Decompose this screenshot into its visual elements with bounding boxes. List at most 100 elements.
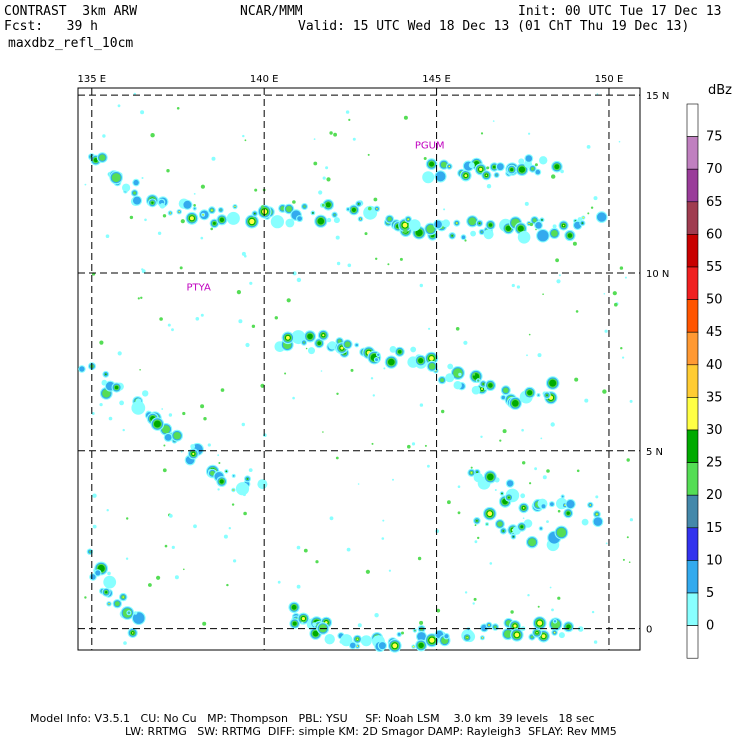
echo-cell xyxy=(464,174,468,178)
echo-cell xyxy=(192,452,195,455)
echo-cell xyxy=(126,517,129,520)
echo-cell xyxy=(284,372,287,375)
colorbar-swatch xyxy=(686,429,699,463)
echo-cell xyxy=(457,511,461,515)
echo-cell xyxy=(356,638,359,640)
echo-cell xyxy=(242,134,245,138)
echo-cell xyxy=(419,283,423,288)
echo-cell xyxy=(397,350,402,354)
echo-cell xyxy=(582,216,585,219)
colorbar-level: 75 xyxy=(706,130,723,145)
echo-cell xyxy=(619,266,624,270)
echo-cell xyxy=(614,302,618,307)
echo-cell xyxy=(305,347,308,350)
echo-cell xyxy=(225,470,228,473)
echo-cell xyxy=(102,134,106,138)
echo-cell xyxy=(476,471,478,474)
echo-cell xyxy=(522,517,525,519)
longitude-label: 140 E xyxy=(250,74,279,85)
echo-cell xyxy=(167,323,171,327)
echo-cell xyxy=(232,489,235,491)
echo-cell xyxy=(529,222,534,227)
echo-cell xyxy=(328,341,337,350)
echo-cell xyxy=(576,469,580,473)
echo-cell xyxy=(169,212,172,214)
echo-cell xyxy=(428,327,431,330)
echo-cell xyxy=(622,356,625,359)
echo-cell xyxy=(485,174,488,177)
echo-cell xyxy=(317,341,322,346)
echo-cell xyxy=(546,469,550,473)
field-name: maxdbz_refl_10cm xyxy=(8,36,134,51)
echo-cell xyxy=(553,631,556,634)
echo-cell xyxy=(418,642,424,649)
echo-cell xyxy=(525,155,533,162)
colorbar-swatch xyxy=(686,331,699,366)
echo-cell xyxy=(105,591,108,594)
echo-cell xyxy=(524,201,529,206)
echo-cell xyxy=(307,333,313,340)
echo-cell xyxy=(486,184,492,189)
echo-cell xyxy=(285,218,295,228)
forecast-hour: Fcst: 39 h xyxy=(4,19,98,34)
echo-cell xyxy=(620,347,623,350)
echo-cell xyxy=(516,285,521,289)
echo-cell xyxy=(483,229,494,240)
echo-cell xyxy=(511,283,515,288)
echo-cell xyxy=(435,529,440,533)
echo-cell xyxy=(161,408,164,410)
echo-cell xyxy=(537,605,540,608)
echo-cell xyxy=(504,630,512,638)
echo-cell xyxy=(200,313,204,317)
colorbar-swatch xyxy=(686,364,699,398)
echo-cell xyxy=(603,293,606,295)
echo-cell xyxy=(553,620,557,623)
echo-cell xyxy=(399,257,403,261)
echo-cell xyxy=(528,538,537,547)
echo-cell xyxy=(494,489,497,491)
echo-cell xyxy=(377,353,380,356)
echo-cell xyxy=(521,428,524,432)
echo-cell xyxy=(551,174,556,179)
echo-cell xyxy=(292,271,297,276)
echo-cell xyxy=(88,550,91,553)
echo-cell xyxy=(464,239,467,242)
colorbar-level: 40 xyxy=(706,358,723,373)
echo-cell xyxy=(626,536,629,539)
echo-cell xyxy=(423,157,427,160)
echo-cell xyxy=(108,603,110,605)
echo-cell xyxy=(510,610,514,614)
echo-cell xyxy=(560,169,564,174)
echo-cell xyxy=(238,319,243,324)
echo-cell xyxy=(481,637,484,639)
echo-cell xyxy=(296,584,301,589)
longitude-label: 135 E xyxy=(77,74,106,85)
echo-cell xyxy=(428,363,436,370)
colorbar-swatch xyxy=(686,266,699,300)
echo-cell xyxy=(301,617,305,621)
echo-cell xyxy=(244,139,247,142)
echo-cell xyxy=(333,213,336,216)
echo-cell xyxy=(455,327,460,331)
echo-cell xyxy=(129,215,134,220)
echo-cell xyxy=(163,444,166,447)
echo-cell xyxy=(137,297,140,300)
echo-cell xyxy=(286,298,291,303)
echo-cell xyxy=(91,412,95,415)
echo-cell xyxy=(463,340,468,345)
lat-lon-grid xyxy=(78,88,640,650)
echo-cell xyxy=(513,624,517,628)
echo-cell xyxy=(514,632,520,638)
echo-cell xyxy=(117,351,122,356)
echo-cell xyxy=(346,208,350,211)
echo-cell xyxy=(308,347,315,355)
echo-cell xyxy=(501,492,503,495)
echo-cell xyxy=(488,383,493,388)
echo-cell xyxy=(474,524,477,527)
echo-cell xyxy=(381,537,385,540)
echo-cell xyxy=(150,133,155,138)
echo-cell xyxy=(261,205,265,209)
colorbar-level: 25 xyxy=(706,456,723,471)
echo-cell xyxy=(628,561,631,563)
echo-cell xyxy=(496,163,504,171)
